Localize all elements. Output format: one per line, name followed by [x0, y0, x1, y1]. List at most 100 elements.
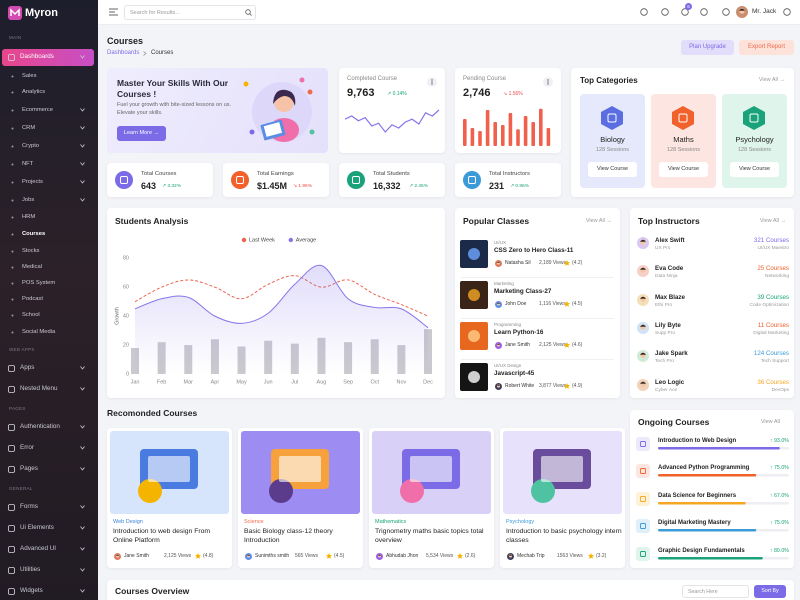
menu-item[interactable]: Widgets [20, 587, 43, 594]
plan-upgrade-button[interactable]: Plan Upgrade [681, 40, 734, 55]
x-tick-label: May [236, 379, 247, 385]
stat-card: Total Students 16,332 ↗ 2.45% [339, 163, 445, 197]
course-title[interactable]: Graphic Design Fundamentals [658, 547, 745, 554]
menu-item[interactable]: Utilities [20, 566, 41, 573]
menu-item[interactable]: CRM [22, 125, 36, 131]
icon-shape [8, 545, 15, 553]
instructor-courses: 321 Courses [753, 237, 789, 244]
view-course-button[interactable]: View Course [730, 162, 779, 177]
thumb-shape [468, 248, 480, 260]
y-tick-label: 20 [123, 343, 129, 349]
toolbar-icon[interactable] [783, 8, 791, 16]
menu-dot [11, 145, 14, 147]
section-label: GENERAL [9, 486, 33, 491]
course-progress-label: ↑ 93.0% [769, 438, 789, 444]
course-title[interactable]: Introduction to basic psychology intern … [506, 528, 622, 544]
class-title[interactable]: CSS Zero to Hero Class-11 [494, 247, 574, 254]
dot [11, 250, 14, 252]
view-all-link[interactable]: View All → [758, 77, 785, 83]
menu-item[interactable]: Social Media [22, 329, 56, 335]
view-course-button[interactable]: View Course [588, 162, 637, 177]
search-box[interactable]: Search Here [682, 585, 749, 598]
menu-item[interactable]: NFT [22, 161, 34, 167]
stat-icon [115, 171, 133, 189]
course-title[interactable]: Advanced Python Programming [658, 465, 750, 472]
category-name: Biology [600, 135, 625, 144]
illus-dot [249, 129, 255, 135]
toolbar-icon[interactable] [661, 8, 669, 16]
legend-marker [288, 237, 293, 243]
menu-item[interactable]: Crypto [22, 143, 40, 149]
menu-item[interactable]: School [22, 312, 40, 318]
menu-item[interactable]: Jobs [22, 197, 35, 203]
course-title[interactable]: Introduction to Web Design [658, 438, 737, 444]
breadcrumb-link[interactable]: Dashboards [107, 50, 140, 56]
menu-dot [11, 216, 14, 218]
avatar-hair [508, 554, 512, 556]
export-report-button[interactable]: Export Report [739, 40, 794, 55]
menu-item[interactable]: Error [20, 444, 34, 451]
menu-item[interactable]: Podcast [22, 296, 43, 302]
ongoing-courses-card: Ongoing Courses View All Introduction to W… [630, 410, 794, 568]
class-thumbnail [460, 322, 488, 350]
course-title[interactable]: Digital Marketing Mastery [658, 520, 731, 527]
more-button[interactable] [543, 77, 553, 87]
search-box[interactable]: Search for Results... [124, 5, 256, 20]
menu-item[interactable]: Forms [20, 503, 38, 510]
menu-item[interactable]: Ecommerce [22, 107, 53, 113]
view-course-button[interactable]: View Course [659, 162, 708, 177]
menu-item[interactable]: Analytics [22, 89, 46, 95]
learn-more-button[interactable]: Learn More → [117, 126, 166, 141]
view-all-link[interactable]: View All → [585, 218, 612, 224]
star [457, 553, 463, 559]
star [564, 260, 570, 266]
chevron-line [80, 505, 85, 509]
stat-change: ↘ 1.95% [293, 184, 312, 189]
menu-item[interactable]: Sales [22, 73, 37, 79]
dot [11, 233, 14, 235]
menu-item[interactable]: Authentication [20, 423, 60, 430]
card-change: ↗ 0.14% [387, 91, 407, 97]
menu-toggle[interactable] [109, 8, 118, 16]
menu-item[interactable]: Pages [20, 465, 38, 472]
course-title[interactable]: Basic Biology class-12 theory Introducti… [244, 528, 333, 544]
category-icon [743, 106, 765, 130]
class-tag: UI/UX [494, 240, 507, 245]
logo-text: Myron [25, 7, 58, 19]
chevron [80, 505, 85, 509]
course-title[interactable]: Trignometry maths basic topics total ove… [375, 528, 484, 544]
page-title: Courses [107, 36, 144, 46]
class-title[interactable]: Learn Python-16 [494, 329, 544, 336]
menu-item[interactable]: Apps [20, 364, 35, 371]
menu-item[interactable]: Ui Elements [20, 524, 54, 531]
user-name[interactable]: Mr. Jack [752, 8, 777, 15]
course-title[interactable]: Introduction to web design From Online P… [113, 528, 211, 544]
menu-item[interactable]: Dashboards [20, 53, 54, 60]
menu-item[interactable]: Projects [22, 179, 43, 185]
chevron [80, 366, 85, 370]
menu-item[interactable]: HRM [22, 214, 36, 220]
course-title[interactable]: Data Science for Beginners [658, 492, 737, 499]
view-all-link[interactable]: View All → [759, 218, 786, 224]
sort-button[interactable]: Sort By [754, 585, 786, 598]
class-title[interactable]: Marketing Class-27 [494, 288, 552, 295]
menu-item[interactable]: Courses [22, 231, 46, 237]
menu-item[interactable]: Stocks [22, 248, 40, 254]
more-button[interactable] [427, 77, 437, 87]
more-dot [431, 83, 433, 85]
menu-item[interactable]: Nested Menu [20, 385, 58, 392]
toolbar-icon[interactable] [700, 8, 708, 16]
toolbar-icon[interactable] [640, 8, 648, 16]
course-author: Mechab Trip [517, 553, 545, 559]
menu-item[interactable]: Medical [22, 264, 42, 270]
card-title: Courses Overview [115, 586, 190, 596]
course-progress-label: ↑ 75.0% [769, 520, 789, 527]
section-label: MAIN [9, 35, 22, 40]
class-title[interactable]: Javascript-45 [494, 370, 535, 377]
toolbar-icon[interactable] [722, 8, 730, 16]
menu-item[interactable]: Advanced UI [20, 545, 57, 552]
menu-item[interactable]: POS System [22, 280, 56, 286]
instructor-specialty: Networking [765, 274, 789, 280]
instructor-specialty: UI/UX Maestro [757, 246, 789, 251]
view-all-link[interactable]: View All [760, 419, 780, 425]
